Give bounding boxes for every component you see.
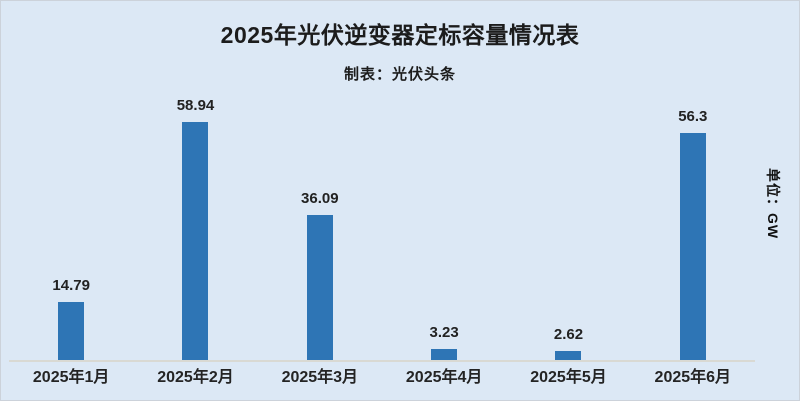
bar <box>555 351 582 362</box>
x-axis-line <box>9 360 755 362</box>
bar-column: 14.79 2025年1月 <box>9 89 133 400</box>
bar-value-label: 58.94 <box>176 97 215 114</box>
bar-column: 3.23 2025年4月 <box>382 89 506 400</box>
bar <box>431 349 458 362</box>
x-axis-label: 2025年5月 <box>530 369 607 386</box>
x-axis-label: 2025年1月 <box>32 369 110 386</box>
bar-column: 58.94 2025年2月 <box>133 89 257 400</box>
x-axis-label: 2025年6月 <box>654 369 732 386</box>
bar-chart: 14.79 2025年1月 58.94 2025年2月 36.09 2025年3月 3.23… <box>9 89 755 400</box>
bar-value-label: 2.62 <box>553 326 584 343</box>
bar-value-label: 56.3 <box>678 108 708 125</box>
x-axis-label: 2025年2月 <box>157 369 234 386</box>
bar-column: 2.62 2025年5月 <box>506 89 630 400</box>
chart-title: 2025年光伏逆变器定标容量情况表 <box>220 22 580 48</box>
bar-column: 36.09 2025年3月 <box>258 89 382 400</box>
y-unit-label: 单位：GW <box>765 168 781 240</box>
chart-subtitle: 制表：光伏头条 <box>343 66 456 83</box>
bar <box>679 133 706 362</box>
x-axis-label: 2025年4月 <box>405 369 483 386</box>
bar-column: 56.3 2025年6月 <box>631 89 755 400</box>
x-axis-label: 2025年3月 <box>281 369 359 386</box>
bar-value-label: 3.23 <box>429 324 459 341</box>
bar <box>182 122 209 362</box>
bar <box>306 215 333 362</box>
bar <box>58 302 85 362</box>
bar-value-label: 36.09 <box>301 190 339 207</box>
bar-value-label: 14.79 <box>52 277 90 294</box>
